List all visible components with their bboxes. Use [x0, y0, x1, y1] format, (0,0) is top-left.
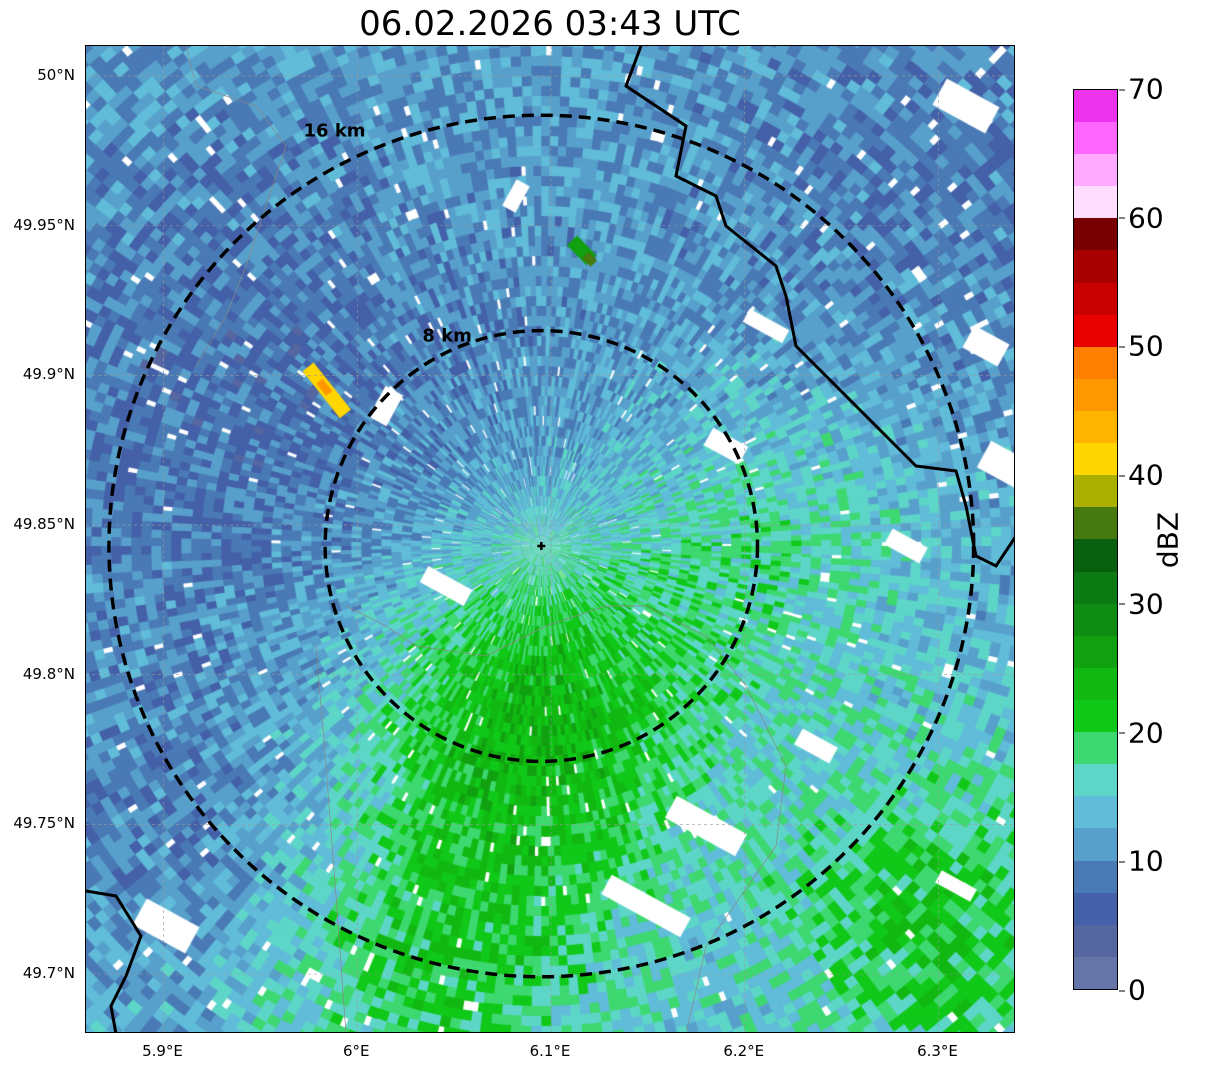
colorbar-bin	[1074, 507, 1117, 540]
colorbar-bin	[1074, 828, 1117, 861]
lon-tick-label: 6.2°E	[723, 1042, 765, 1060]
lat-tick-label: 49.95°N	[13, 215, 75, 234]
colorbar-bin	[1074, 475, 1117, 508]
colorbar-bin	[1074, 635, 1117, 668]
colorbar-tick-label: 40	[1119, 458, 1164, 492]
lat-tick-label: 49.8°N	[22, 664, 75, 683]
colorbar-bin	[1074, 892, 1117, 925]
colorbar-tick-label: 30	[1119, 587, 1164, 621]
range-ring-label: 8 km	[422, 325, 472, 346]
colorbar-bin	[1074, 924, 1117, 957]
admin-boundary-line	[185, 46, 787, 1032]
lon-tick-label: 6.1°E	[529, 1042, 571, 1060]
lat-tick-label: 49.85°N	[13, 515, 75, 534]
colorbar-bin	[1074, 89, 1117, 123]
country-border-line	[624, 46, 1014, 568]
colorbar-bin	[1074, 314, 1117, 347]
range-ring-label: 16 km	[304, 121, 366, 142]
colorbar-tick-label: 0	[1119, 973, 1146, 1007]
range-ring	[107, 113, 976, 979]
reflectivity-layer	[86, 46, 1014, 1032]
colorbar-bin	[1074, 378, 1117, 412]
colorbar-bin	[1074, 122, 1117, 155]
colorbar-bin	[1074, 539, 1117, 572]
colorbar-tick-label: 50	[1119, 329, 1164, 363]
colorbar-bin	[1074, 796, 1117, 829]
colorbar-bin	[1074, 860, 1117, 893]
lat-tick-label: 49.9°N	[22, 365, 75, 384]
map-title: 06.02.2026 03:43 UTC	[359, 4, 741, 44]
colorbar-label: dBZ	[1151, 511, 1185, 569]
colorbar-bin	[1074, 186, 1117, 219]
colorbar-bin	[1074, 571, 1117, 604]
colorbar-tick-label: 70	[1119, 72, 1164, 106]
map-overlay: 8 km 16 km	[86, 46, 1014, 1032]
lon-tick-label: 6°E	[342, 1042, 370, 1060]
colorbar-bin	[1074, 732, 1117, 765]
colorbar-bin	[1074, 700, 1117, 733]
lon-tick-label: 6.3°E	[917, 1042, 958, 1060]
colorbar-bin	[1074, 764, 1117, 797]
colorbar-bin	[1074, 282, 1117, 315]
colorbar-tick-label: 20	[1119, 716, 1164, 750]
colorbar-bin	[1074, 603, 1117, 636]
lat-tick-label: 49.7°N	[22, 964, 75, 983]
colorbar-tick-label: 10	[1119, 844, 1164, 878]
radar-location-marker	[537, 541, 546, 550]
colorbar-bin	[1074, 218, 1117, 251]
radar-map[interactable]: 8 km 16 km	[85, 45, 1015, 1033]
lat-tick-label: 50°N	[37, 65, 75, 84]
colorbar-bin	[1074, 154, 1117, 187]
range-ring	[323, 328, 760, 764]
colorbar-tick-label: 60	[1119, 201, 1164, 235]
lat-tick-label: 49.75°N	[13, 814, 75, 833]
country-border-line	[86, 889, 143, 1032]
colorbar-bin	[1074, 346, 1117, 379]
colorbar-bin	[1074, 411, 1117, 444]
colorbar-bin	[1074, 443, 1117, 476]
colorbar-bin	[1074, 956, 1117, 989]
colorbar-bin	[1074, 250, 1117, 283]
colorbar	[1073, 89, 1118, 990]
lon-tick-label: 5.9°E	[142, 1042, 183, 1060]
colorbar-bin	[1074, 667, 1117, 701]
